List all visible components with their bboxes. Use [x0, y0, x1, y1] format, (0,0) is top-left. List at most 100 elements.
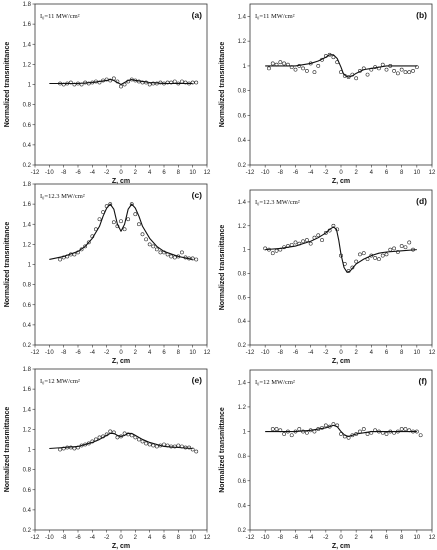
y-tick-label: 1.2 [23, 427, 32, 433]
data-point [140, 232, 145, 237]
x-tick-label: 2 [354, 535, 358, 541]
data-point [162, 442, 166, 447]
data-point [154, 444, 159, 449]
x-tick-label: -2 [104, 350, 110, 356]
y-tick-label: 1.8 [23, 367, 32, 373]
data-point [384, 432, 389, 436]
x-tick-label: 6 [162, 350, 166, 356]
x-axis-label: Z, cm [112, 543, 130, 550]
data-point [270, 251, 275, 256]
x-tick-label: 2 [134, 170, 138, 176]
data-point [395, 71, 400, 76]
y-tick-label: 0.4 [238, 319, 247, 325]
x-tick-label: -4 [308, 170, 314, 176]
x-tick-label: 4 [370, 535, 374, 541]
y-tick-label: 0.4 [238, 503, 247, 509]
x-tick-label: 8 [177, 535, 181, 541]
fit-curve [265, 226, 417, 273]
data-point [158, 250, 163, 255]
x-tick-label: -12 [31, 535, 40, 541]
panel-label: (f) [419, 376, 428, 386]
x-axis-label: Z, cm [332, 178, 350, 185]
data-point [304, 68, 309, 73]
y-tick-label: 1.2 [238, 39, 247, 45]
data-point [384, 67, 389, 72]
panel-a: -12 -10 -8 -6 -4 -2 0 2 4 6 8 10 12 0.2 0.4 0.6 0.8 1 1.2 1… [4, 2, 211, 185]
data-point [267, 66, 271, 71]
x-tick-label: 2 [354, 170, 358, 176]
data-point [407, 240, 412, 245]
data-point [119, 219, 123, 224]
y-tick-label: 0.4 [238, 138, 247, 144]
plot-frame [34, 183, 208, 346]
y-tick-label: 1.4 [23, 42, 32, 48]
data-point [361, 251, 366, 256]
x-tick-label: 10 [189, 350, 196, 356]
panel-label: (d) [416, 196, 427, 206]
y-tick-label: 0.6 [23, 488, 32, 494]
x-tick-label: -10 [45, 535, 54, 541]
y-tick-label: 1 [28, 263, 32, 269]
data-point [270, 61, 275, 66]
x-tick-label: 4 [370, 350, 374, 356]
y-tick-label: 0.2 [23, 528, 32, 534]
data-point [301, 66, 305, 71]
data-point [270, 427, 275, 431]
data-point [180, 79, 184, 84]
x-tick-label: -8 [61, 350, 67, 356]
panel-c: -12 -10 -8 -6 -4 -2 0 2 4 6 8 10 12 0.2 0.4 0.6 0.8 1 1.2 1… [4, 182, 211, 365]
data-point [176, 443, 181, 448]
x-axis-label: Z, cm [112, 358, 130, 365]
data-point [151, 443, 156, 448]
x-tick-label: 2 [134, 535, 138, 541]
y-tick-label: 0.8 [238, 454, 247, 460]
x-tick-label: 10 [189, 535, 196, 541]
data-point [133, 212, 138, 217]
x-tick-label: 8 [400, 535, 404, 541]
x-tick-label: 8 [177, 350, 181, 356]
y-tick-label: 1 [243, 430, 247, 436]
data-point [304, 238, 309, 242]
y-tick-label: 1.6 [23, 202, 32, 208]
data-point [144, 237, 148, 242]
data-point [278, 60, 283, 65]
x-tick-label: -4 [308, 535, 314, 541]
data-point [172, 255, 177, 260]
x-tick-label: 0 [119, 535, 123, 541]
x-tick-label: -6 [75, 535, 81, 541]
y-tick-label: 0.6 [23, 123, 32, 129]
data-point [72, 446, 77, 451]
x-tick-label: -10 [45, 350, 54, 356]
data-point [147, 82, 152, 87]
data-point [392, 246, 396, 251]
y-tick-label: 1.4 [238, 200, 247, 206]
x-tick-label: 10 [413, 170, 420, 176]
y-tick-label: 1 [243, 248, 247, 254]
intensity-label: I₀=12 MW/cm² [40, 378, 80, 385]
y-axis-label: Normalized transmittance [4, 42, 11, 128]
x-tick-label: -4 [90, 535, 96, 541]
x-tick-label: 0 [339, 170, 343, 176]
y-tick-label: 1.4 [23, 222, 32, 228]
data-point [137, 222, 141, 227]
x-tick-label: -4 [308, 350, 314, 356]
y-tick-label: 0.2 [238, 163, 247, 169]
data-point [308, 241, 313, 246]
data-point [399, 244, 404, 248]
data-point [377, 257, 381, 262]
x-tick-label: -2 [323, 170, 329, 176]
data-point [126, 217, 131, 222]
y-tick-label: 0.2 [238, 528, 247, 534]
x-tick-label: -12 [246, 535, 255, 541]
x-tick-label: 12 [204, 170, 211, 176]
y-tick-label: 0.4 [23, 508, 32, 514]
x-tick-label: -2 [323, 350, 329, 356]
panel-d: -12 -10 -8 -6 -4 -2 0 2 4 6 8 10 12 0.2 0.4 0.6 0.8 1 1.2 1… [219, 189, 436, 365]
x-tick-label: -6 [75, 350, 81, 356]
x-tick-label: -4 [90, 170, 96, 176]
data-point [323, 423, 328, 428]
data-point [373, 256, 378, 260]
data-point [297, 427, 302, 431]
data-point [169, 254, 174, 259]
data-point [403, 245, 408, 250]
